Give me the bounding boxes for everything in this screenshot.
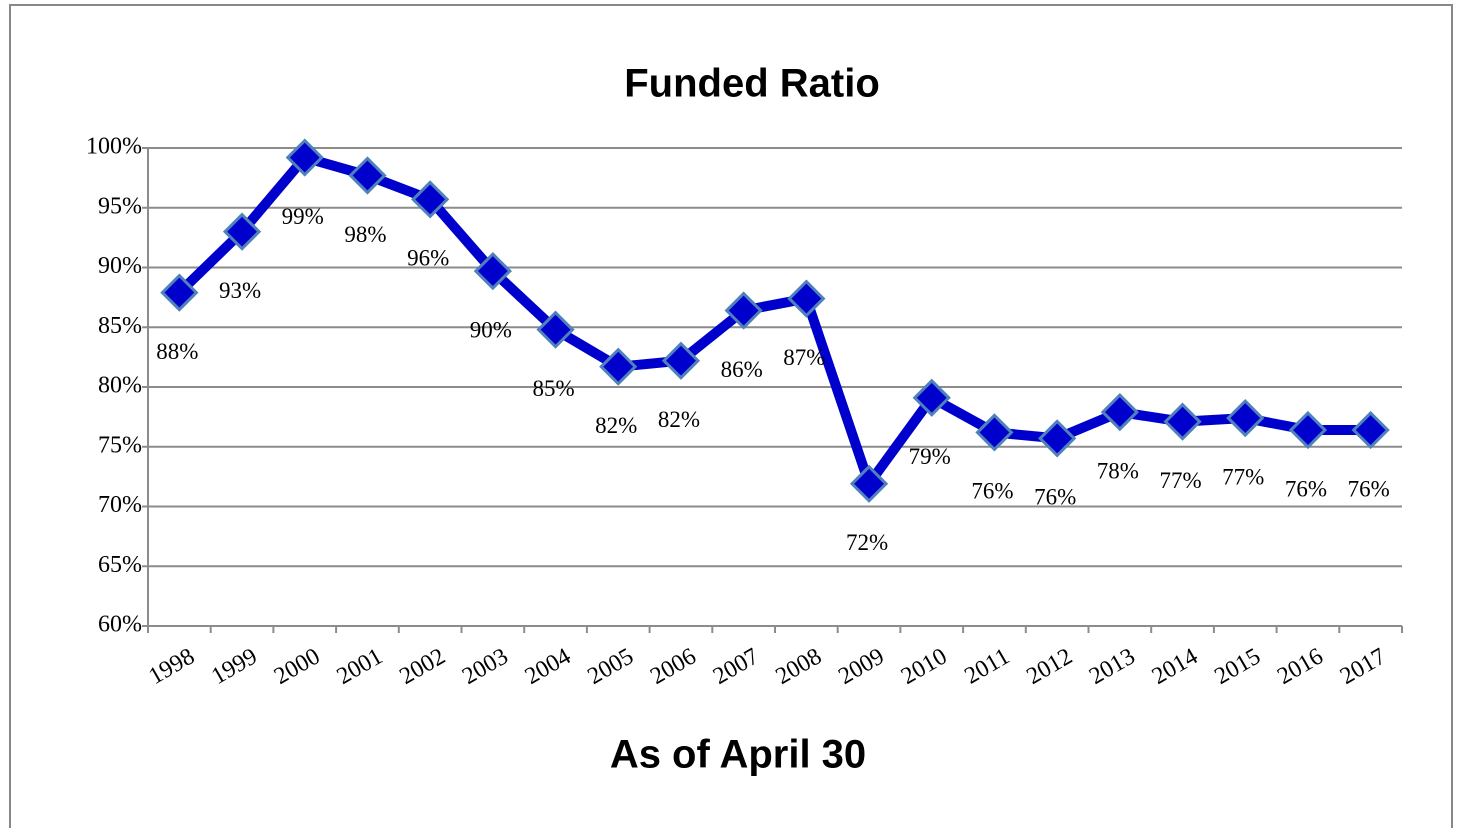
data-label: 87% bbox=[783, 345, 825, 370]
data-label: 93% bbox=[219, 278, 261, 303]
data-label: 77% bbox=[1159, 468, 1201, 493]
y-tick-label: 60% bbox=[98, 612, 142, 638]
data-label: 72% bbox=[846, 530, 888, 555]
data-label: 76% bbox=[1034, 485, 1076, 510]
y-tick-label: 95% bbox=[98, 193, 142, 219]
data-point bbox=[787, 279, 826, 318]
data-point bbox=[1288, 410, 1328, 450]
y-tick-label: 90% bbox=[98, 253, 142, 279]
data-label: 99% bbox=[282, 204, 324, 229]
y-tick-label: 75% bbox=[98, 432, 142, 458]
data-point bbox=[1100, 392, 1139, 432]
x-axis-title: As of April 30 bbox=[610, 733, 866, 777]
data-point bbox=[724, 291, 763, 330]
data-point bbox=[1038, 419, 1077, 458]
data-label: 98% bbox=[344, 222, 386, 247]
chart-title: Funded Ratio bbox=[624, 62, 880, 106]
data-point bbox=[912, 378, 951, 417]
data-point bbox=[536, 310, 575, 349]
data-point bbox=[348, 156, 387, 195]
data-label: 96% bbox=[407, 246, 449, 271]
data-point bbox=[1163, 402, 1202, 441]
y-tick-label: 85% bbox=[98, 313, 142, 339]
data-point bbox=[411, 180, 450, 219]
data-label: 76% bbox=[971, 479, 1013, 504]
data-label: 78% bbox=[1097, 458, 1139, 483]
data-label: 82% bbox=[658, 407, 700, 432]
data-point bbox=[473, 251, 512, 291]
y-tick-label: 80% bbox=[98, 373, 142, 399]
data-point bbox=[849, 464, 889, 503]
data-label: 86% bbox=[721, 357, 763, 382]
data-label: 90% bbox=[470, 317, 512, 342]
data-label: 76% bbox=[1285, 476, 1327, 501]
data-point bbox=[599, 347, 638, 386]
data-point bbox=[222, 212, 262, 251]
y-tick-label: 65% bbox=[98, 552, 142, 578]
data-point bbox=[285, 138, 324, 177]
data-point bbox=[661, 341, 701, 380]
data-label: 79% bbox=[909, 444, 951, 469]
data-label: 85% bbox=[532, 376, 574, 401]
data-label: 82% bbox=[595, 413, 637, 438]
data-point bbox=[1351, 410, 1390, 450]
y-tick-label: 70% bbox=[98, 492, 142, 518]
data-label: 76% bbox=[1348, 476, 1390, 501]
data-point bbox=[975, 413, 1014, 452]
data-point bbox=[1226, 398, 1265, 438]
data-label: 88% bbox=[156, 339, 198, 364]
data-point bbox=[160, 273, 199, 312]
data-label: 77% bbox=[1222, 464, 1264, 489]
y-tick-label: 100% bbox=[86, 134, 142, 160]
